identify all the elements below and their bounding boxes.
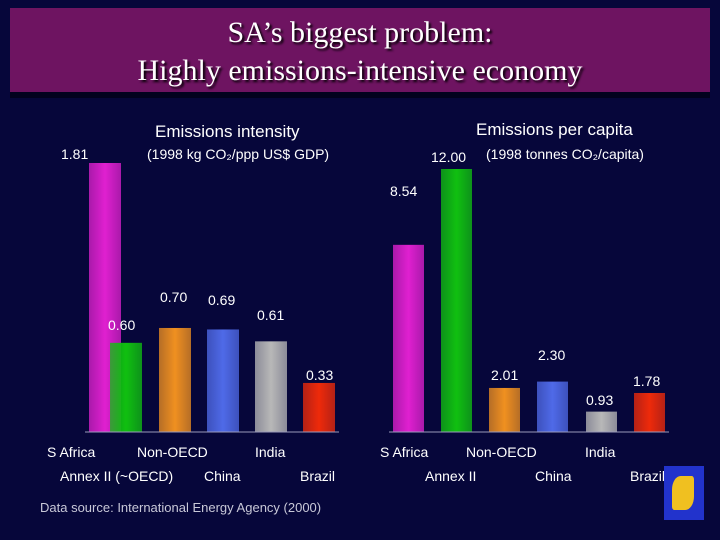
category-label: Annex II (~OECD)	[60, 468, 173, 484]
data-source-note: Data source: International Energy Agency…	[40, 500, 322, 515]
data-label: 0.70	[160, 289, 187, 305]
title-line-1: SA’s biggest problem:	[227, 16, 493, 49]
data-label: 8.54	[390, 183, 417, 199]
category-label: Non-OECD	[137, 444, 208, 460]
bar	[393, 244, 424, 432]
data-label: 0.33	[306, 367, 333, 383]
bar	[586, 411, 617, 432]
bar	[255, 341, 287, 432]
bar	[634, 392, 665, 432]
bar	[303, 382, 335, 432]
data-label: 0.61	[257, 307, 284, 323]
title-shadow	[10, 92, 710, 98]
data-label: 0.69	[208, 292, 235, 308]
bar	[110, 342, 142, 432]
category-label: Brazil	[300, 468, 335, 484]
bar	[489, 387, 520, 432]
category-label: India	[255, 444, 286, 460]
title-line-2: Highly emissions-intensive economy	[137, 54, 583, 87]
data-label: 0.60	[108, 317, 135, 333]
bar	[159, 327, 191, 432]
category-label: China	[204, 468, 241, 484]
bar	[207, 329, 239, 432]
data-label: 2.30	[538, 347, 565, 363]
bar	[537, 381, 568, 432]
category-label: S Africa	[380, 444, 428, 460]
chart-title: Emissions intensity	[155, 122, 300, 141]
data-label: 2.01	[491, 367, 518, 383]
category-label: China	[535, 468, 572, 484]
data-label: 1.81	[61, 146, 88, 162]
category-label: India	[585, 444, 616, 460]
category-label: Non-OECD	[466, 444, 537, 460]
category-label: S Africa	[47, 444, 95, 460]
logo-mark-icon	[672, 476, 694, 510]
bar	[441, 169, 472, 432]
chart-subtitle: (1998 tonnes CO₂/capita)	[486, 146, 644, 162]
title-bar: SA’s biggest problem: Highly emissions-i…	[10, 8, 710, 92]
data-label: 12.00	[431, 149, 466, 165]
data-label: 0.93	[586, 392, 613, 408]
category-label: Annex II	[425, 468, 476, 484]
chart-subtitle: (1998 kg CO₂/ppp US$ GDP)	[147, 146, 329, 162]
data-label: 1.78	[633, 373, 660, 389]
logo	[664, 466, 704, 520]
chart-title: Emissions per capita	[476, 120, 633, 139]
category-label: Brazil	[630, 468, 665, 484]
